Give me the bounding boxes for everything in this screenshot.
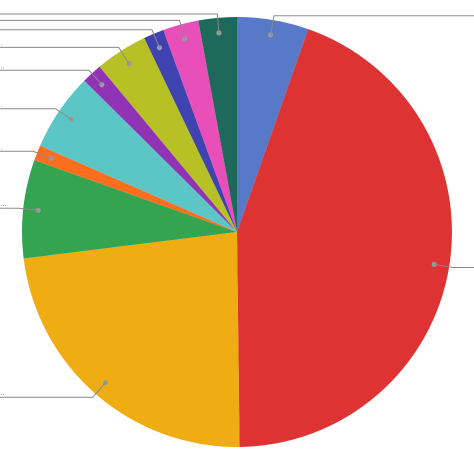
- pie-slice-6: [40, 80, 237, 232]
- pie-slice-7: [84, 66, 237, 233]
- edge-label-4: .: [1, 103, 3, 109]
- pie-slice-10: [163, 20, 237, 233]
- edge-label-3: .: [1, 145, 3, 151]
- pie-slice-2: [237, 29, 452, 447]
- edge-label-1: ..: [1, 391, 5, 397]
- pie-slice-9: [144, 30, 237, 232]
- pie-slice-1: [237, 17, 309, 232]
- pie-slice-3: [23, 232, 240, 447]
- pie-slice-4: [22, 160, 237, 259]
- leader-line-9: [0, 29, 160, 48]
- leader-line-7: [0, 69, 103, 85]
- leader-line-8: [0, 46, 130, 64]
- pie-slice-11: [198, 17, 237, 232]
- label-marker-4: [35, 207, 41, 213]
- leader-line-11: [0, 13, 220, 33]
- pie-slice-5: [34, 145, 237, 232]
- label-marker-9: [156, 45, 163, 51]
- edge-label-2: ...: [1, 202, 6, 208]
- edge-label-5: ..: [1, 64, 5, 70]
- leader-line-3: [0, 382, 106, 398]
- edge-label-6: .: [1, 41, 3, 47]
- leader-line-4: [0, 207, 39, 211]
- leader-line-5: [0, 150, 52, 159]
- leader-line-1: [270, 15, 474, 35]
- pie-slice-8: [99, 38, 237, 232]
- leader-line-10: [0, 19, 186, 40]
- leader-lines: ..........: [0, 13, 474, 398]
- leader-line-2: [434, 263, 474, 268]
- leader-line-6: [0, 108, 72, 121]
- pie-slices: [22, 17, 452, 447]
